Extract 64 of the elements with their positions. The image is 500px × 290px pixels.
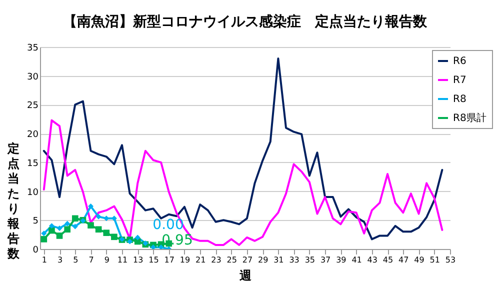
point: [111, 234, 118, 240]
y-tick-label: 35: [27, 44, 38, 54]
x-tick-label: 37: [320, 256, 331, 264]
point: [64, 220, 70, 226]
legend-label: R6: [453, 56, 466, 67]
x-axis-title: 週: [238, 268, 252, 282]
point: [158, 244, 164, 249]
x-tick-label: 1: [42, 256, 47, 264]
x-tick-label: 31: [274, 256, 284, 264]
x-tick-label: 9: [104, 256, 110, 264]
point: [88, 204, 94, 210]
point: [56, 232, 63, 239]
x-tick-label: 13: [133, 256, 144, 264]
data-label: 0.00: [152, 217, 184, 233]
legend-label: R8県計: [453, 112, 486, 124]
y-tick-label: 0: [32, 246, 39, 256]
x-tick-label: 41: [352, 256, 362, 264]
y-tick-label: 15: [27, 158, 38, 169]
x-tick-label: 39: [336, 256, 346, 264]
x-tick-label: 11: [117, 256, 128, 264]
x-tick-label: 27: [242, 256, 253, 264]
x-tick-label: 47: [398, 256, 409, 264]
x-tick-label: 53: [445, 256, 456, 264]
x-tick-label: 5: [73, 256, 78, 264]
chart-title: 【南魚沼】新型コロナウイルス感染症 定点当たり報告数: [63, 13, 428, 30]
x-tick-label: 51: [430, 256, 440, 264]
x-tick-label: 17: [164, 256, 174, 264]
x-tick-label: 33: [289, 256, 300, 264]
point: [40, 236, 48, 242]
x-tick-label: 29: [258, 256, 268, 264]
point: [96, 214, 102, 220]
point: [48, 223, 54, 229]
legend-label: R7: [453, 75, 466, 86]
x-tick-label: 45: [382, 256, 394, 264]
point: [48, 227, 55, 234]
point: [64, 226, 70, 233]
y-tick-label: 30: [27, 72, 39, 82]
x-tick-label: 43: [367, 256, 378, 264]
point: [88, 222, 94, 228]
y-axis-title: 定点当たり報告数: [6, 142, 20, 260]
x-tick-label: 15: [148, 256, 159, 264]
point: [95, 226, 102, 233]
y-tick-label: 20: [27, 130, 39, 140]
point: [72, 215, 78, 222]
legend-label: R8: [453, 94, 466, 105]
y-tick-label: 10: [27, 188, 39, 198]
x-tick-label: 7: [88, 256, 94, 264]
line-series: [42, 119, 444, 246]
point: [134, 234, 140, 240]
point: [41, 230, 47, 236]
point: [72, 224, 78, 230]
point: [56, 225, 62, 231]
x-tick-label: 23: [211, 256, 222, 264]
x-tick-label: 19: [180, 256, 190, 264]
x-tick-label: 3: [57, 256, 63, 264]
y-tick-label: 5: [32, 216, 38, 227]
point: [134, 238, 141, 245]
point: [103, 230, 110, 236]
x-tick-label: 25: [226, 256, 237, 264]
x-tick-label: 21: [196, 256, 206, 264]
x-tick-label: 35: [304, 256, 316, 264]
x-tick-label: 49: [414, 256, 424, 264]
y-tick-label: 25: [27, 101, 38, 112]
point: [150, 244, 156, 249]
